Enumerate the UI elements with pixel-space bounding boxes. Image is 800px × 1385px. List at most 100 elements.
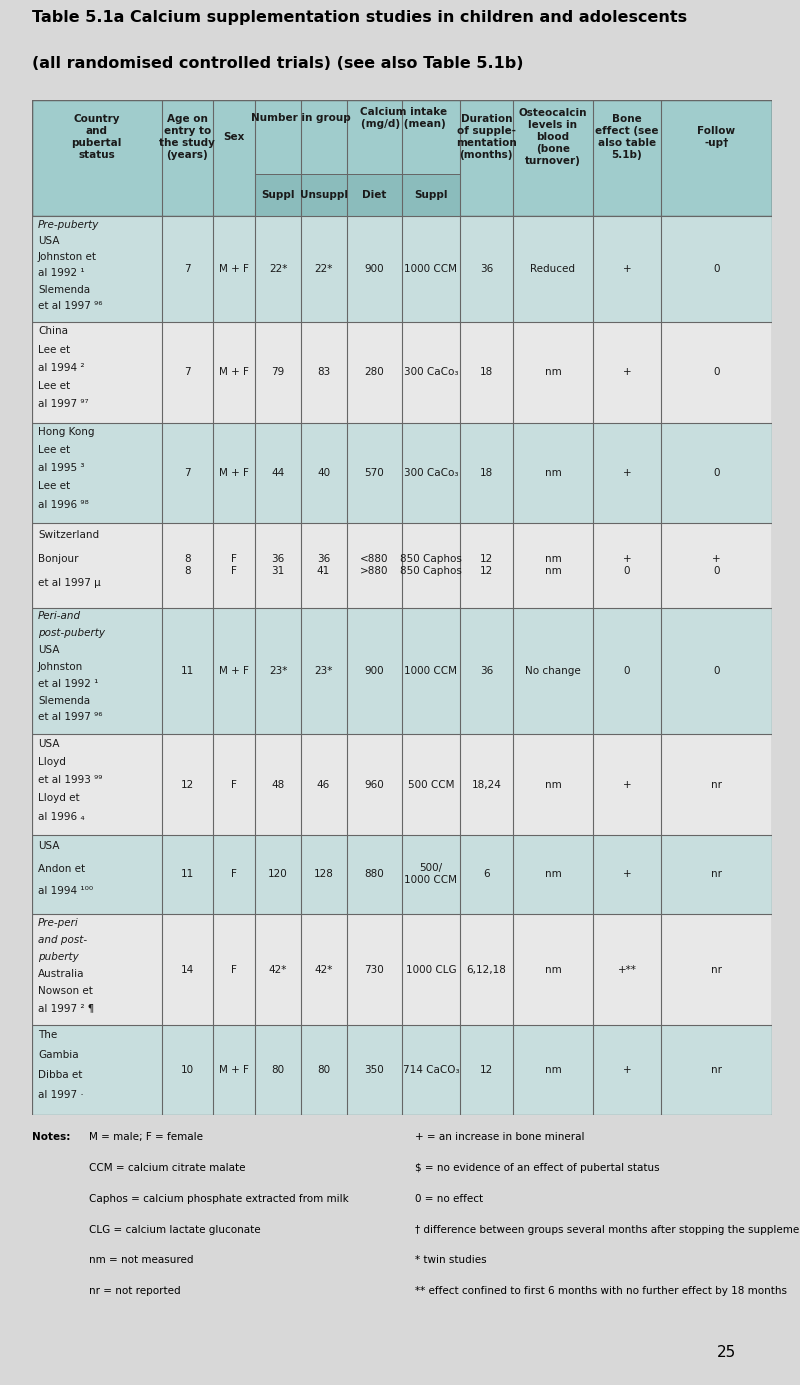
Text: Lee et: Lee et xyxy=(38,445,70,454)
Text: al 1994 ¹⁰⁰: al 1994 ¹⁰⁰ xyxy=(38,886,93,896)
Text: nm: nm xyxy=(545,1065,562,1075)
Text: 1000 CCM: 1000 CCM xyxy=(404,265,458,274)
Text: nm
nm: nm nm xyxy=(545,554,562,576)
Text: Pre-peri: Pre-peri xyxy=(38,918,78,928)
Text: 1000 CLG: 1000 CLG xyxy=(406,964,456,975)
Text: 6: 6 xyxy=(483,870,490,879)
Text: <880
>880: <880 >880 xyxy=(360,554,389,576)
Text: 0: 0 xyxy=(714,265,720,274)
Text: 36: 36 xyxy=(480,265,493,274)
Text: 10: 10 xyxy=(181,1065,194,1075)
Text: USA: USA xyxy=(38,738,59,748)
Text: Bone
effect (see
also table
5.1b): Bone effect (see also table 5.1b) xyxy=(595,114,658,161)
Text: Peri-and: Peri-and xyxy=(38,611,81,620)
Text: Gambia: Gambia xyxy=(38,1050,78,1060)
Text: Caphos = calcium phosphate extracted from milk: Caphos = calcium phosphate extracted fro… xyxy=(90,1194,349,1204)
Text: Duration
of supple-
mentation
(months): Duration of supple- mentation (months) xyxy=(456,114,517,161)
Bar xyxy=(255,175,346,216)
Text: 0: 0 xyxy=(624,666,630,676)
Text: Slemenda: Slemenda xyxy=(38,695,90,705)
Text: The: The xyxy=(38,1030,57,1040)
Text: CCM = calcium citrate malate: CCM = calcium citrate malate xyxy=(90,1163,246,1173)
Text: Follow
-up†: Follow -up† xyxy=(698,126,735,148)
Text: 7: 7 xyxy=(184,468,190,478)
Bar xyxy=(32,216,772,323)
Text: F: F xyxy=(231,870,238,879)
Text: Age on
entry to
the study
(years): Age on entry to the study (years) xyxy=(159,114,215,161)
Text: al 1997 ·: al 1997 · xyxy=(38,1090,84,1100)
Text: 83: 83 xyxy=(317,367,330,377)
Text: China: China xyxy=(38,327,68,337)
Text: al 1994 ²: al 1994 ² xyxy=(38,363,85,373)
Text: 300 CaCo₃: 300 CaCo₃ xyxy=(404,468,458,478)
Text: CLG = calcium lactate gluconate: CLG = calcium lactate gluconate xyxy=(90,1224,261,1234)
Text: et al 1997 ⁹⁶: et al 1997 ⁹⁶ xyxy=(38,301,102,310)
Text: al 1997 ⁹⁷: al 1997 ⁹⁷ xyxy=(38,399,89,410)
Text: 7: 7 xyxy=(184,265,190,274)
Text: Table 5.1a Calcium supplementation studies in children and adolescents: Table 5.1a Calcium supplementation studi… xyxy=(32,10,687,25)
Text: Suppl: Suppl xyxy=(262,191,294,201)
Text: M + F: M + F xyxy=(219,666,250,676)
Text: M + F: M + F xyxy=(219,1065,250,1075)
Text: 23*: 23* xyxy=(314,666,333,676)
Bar xyxy=(32,1025,772,1115)
Text: 120: 120 xyxy=(268,870,288,879)
Text: puberty: puberty xyxy=(38,951,78,961)
Text: Unsuppl: Unsuppl xyxy=(299,191,347,201)
Text: 22*: 22* xyxy=(314,265,333,274)
Text: M = male; F = female: M = male; F = female xyxy=(90,1132,203,1141)
Text: +**: +** xyxy=(618,964,636,975)
Text: Reduced: Reduced xyxy=(530,265,575,274)
Text: +: + xyxy=(622,468,631,478)
Text: 12
12: 12 12 xyxy=(480,554,493,576)
Text: 11: 11 xyxy=(181,870,194,879)
Text: 12: 12 xyxy=(480,1065,493,1075)
Text: ** effect confined to first 6 months with no further effect by 18 months: ** effect confined to first 6 months wit… xyxy=(414,1287,786,1296)
Bar xyxy=(32,608,772,734)
Text: et al 1992 ¹: et al 1992 ¹ xyxy=(38,679,98,688)
Text: Pre-puberty: Pre-puberty xyxy=(38,220,99,230)
Text: Andon et: Andon et xyxy=(38,864,85,874)
Text: 12: 12 xyxy=(181,780,194,789)
Text: and post-: and post- xyxy=(38,935,87,945)
Text: Slemenda: Slemenda xyxy=(38,285,90,295)
Text: nr: nr xyxy=(711,1065,722,1075)
Text: 850 Caphos
850 Caphos: 850 Caphos 850 Caphos xyxy=(400,554,462,576)
Text: 18,24: 18,24 xyxy=(471,780,502,789)
Text: 80: 80 xyxy=(271,1065,285,1075)
Bar xyxy=(32,323,772,422)
Text: USA: USA xyxy=(38,235,59,247)
Text: Australia: Australia xyxy=(38,969,85,979)
Text: 40: 40 xyxy=(317,468,330,478)
Text: Number in group: Number in group xyxy=(251,114,351,123)
Text: Switzerland: Switzerland xyxy=(38,530,99,540)
Text: No change: No change xyxy=(525,666,581,676)
Bar xyxy=(346,175,460,216)
Text: 500 CCM: 500 CCM xyxy=(408,780,454,789)
Text: +
0: + 0 xyxy=(712,554,721,576)
Text: F: F xyxy=(231,964,238,975)
Text: $ = no evidence of an effect of pubertal status: $ = no evidence of an effect of pubertal… xyxy=(414,1163,659,1173)
Text: Notes:: Notes: xyxy=(32,1132,70,1141)
Text: 500/
1000 CCM: 500/ 1000 CCM xyxy=(404,863,458,885)
Text: 14: 14 xyxy=(181,964,194,975)
Text: +: + xyxy=(622,870,631,879)
Text: 42*: 42* xyxy=(314,964,333,975)
Text: 6,12,18: 6,12,18 xyxy=(466,964,506,975)
Text: 23*: 23* xyxy=(269,666,287,676)
Text: Diet: Diet xyxy=(362,191,386,201)
Text: +: + xyxy=(622,1065,631,1075)
Text: Lee et: Lee et xyxy=(38,381,70,391)
Text: 80: 80 xyxy=(317,1065,330,1075)
Text: al 1992 ¹: al 1992 ¹ xyxy=(38,269,85,278)
Text: 48: 48 xyxy=(271,780,285,789)
Text: USA: USA xyxy=(38,645,59,655)
Text: Dibba et: Dibba et xyxy=(38,1071,82,1080)
Text: Suppl: Suppl xyxy=(414,191,448,201)
Text: Lee et: Lee et xyxy=(38,345,70,355)
Text: +: + xyxy=(622,367,631,377)
Text: Country
and
pubertal
status: Country and pubertal status xyxy=(71,114,122,161)
Text: M + F: M + F xyxy=(219,468,250,478)
Text: al 1996 ⁹⁸: al 1996 ⁹⁸ xyxy=(38,500,89,510)
Text: 900: 900 xyxy=(365,265,384,274)
